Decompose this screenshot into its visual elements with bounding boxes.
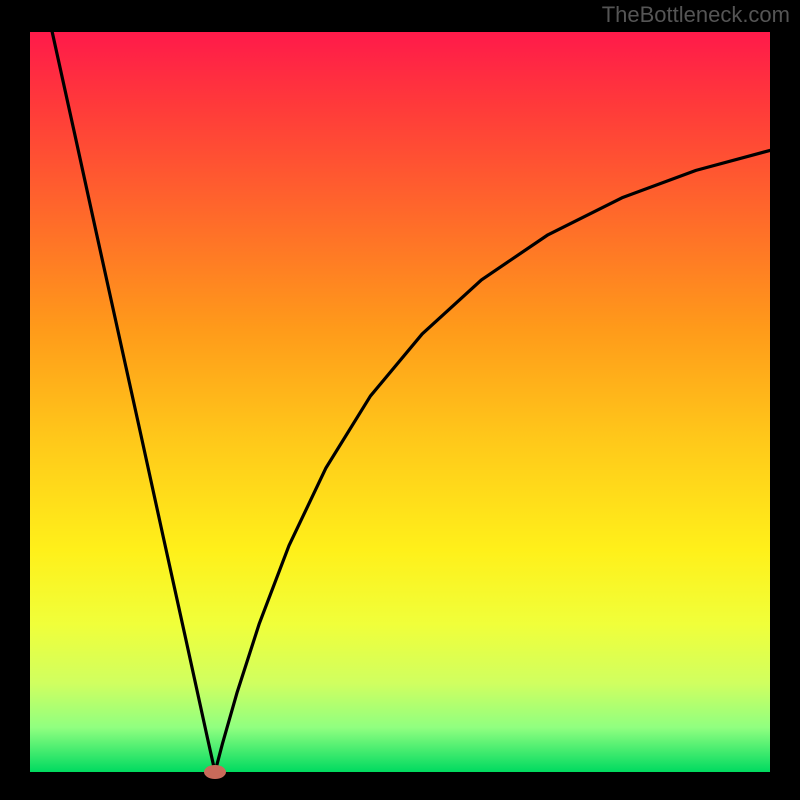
curve-layer <box>0 0 800 800</box>
chart-container: TheBottleneck.com <box>0 0 800 800</box>
bottleneck-curve <box>52 32 770 772</box>
vertex-marker <box>204 765 226 779</box>
